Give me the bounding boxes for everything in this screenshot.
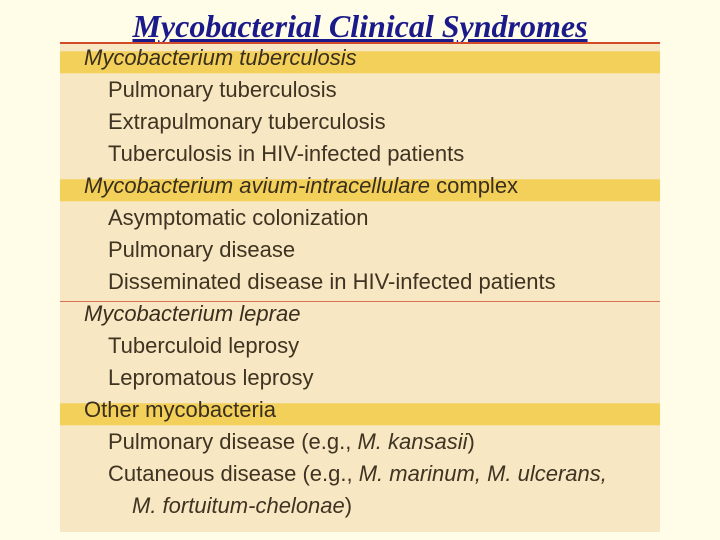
item-text: Lepromatous leprosy <box>108 365 313 390</box>
item-text: Disseminated disease in HIV-infected pat… <box>108 269 556 294</box>
section-heading: Mycobacterium avium-intracellulare compl… <box>60 170 660 202</box>
item-text: M. fortuitum-chelonae) <box>132 493 352 518</box>
list-item: Tuberculoid leprosy <box>60 330 660 362</box>
content-panel: Mycobacterium tuberculosis Pulmonary tube… <box>60 42 660 532</box>
section-heading: Mycobacterium tuberculosis <box>60 42 660 74</box>
heading-text: Mycobacterium leprae <box>84 301 300 326</box>
list-item: Extrapulmonary tuberculosis <box>60 106 660 138</box>
list-item: Pulmonary disease <box>60 234 660 266</box>
item-text: Cutaneous disease (e.g., M. marinum, M. … <box>108 461 607 486</box>
list-item: Cutaneous disease (e.g., M. marinum, M. … <box>60 458 660 490</box>
heading-suffix: complex <box>430 173 518 198</box>
item-text: Tuberculosis in HIV-infected patients <box>108 141 464 166</box>
item-text: Pulmonary disease (e.g., M. kansasii) <box>108 429 475 454</box>
list-item: Pulmonary disease (e.g., M. kansasii) <box>60 426 660 458</box>
section-heading: Other mycobacteria <box>60 394 660 426</box>
species-name: M. fortuitum-chelonae <box>132 493 345 518</box>
heading-text: Mycobacterium avium-intracellulare compl… <box>84 173 518 198</box>
heading-text: Mycobacterium tuberculosis <box>84 45 357 70</box>
item-text: Pulmonary tuberculosis <box>108 77 337 102</box>
section-heading: Mycobacterium leprae <box>60 298 660 330</box>
item-text: Pulmonary disease <box>108 237 295 262</box>
page-title: Mycobacterial Clinical Syndromes <box>0 0 720 45</box>
item-text: Tuberculoid leprosy <box>108 333 299 358</box>
heading-text: Other mycobacteria <box>84 397 276 422</box>
thin-red-rule <box>60 301 660 302</box>
species-name: M. marinum, M. ulcerans, <box>359 461 607 486</box>
species-name: M. kansasii <box>357 429 467 454</box>
list-item: Disseminated disease in HIV-infected pat… <box>60 266 660 298</box>
list-item: Asymptomatic colonization <box>60 202 660 234</box>
item-text: Extrapulmonary tuberculosis <box>108 109 386 134</box>
item-text: Asymptomatic colonization <box>108 205 368 230</box>
list-item: M. fortuitum-chelonae) <box>60 490 660 522</box>
list-item: Tuberculosis in HIV-infected patients <box>60 138 660 170</box>
list-item: Lepromatous leprosy <box>60 362 660 394</box>
list-item: Pulmonary tuberculosis <box>60 74 660 106</box>
title-text: Mycobacterial Clinical Syndromes <box>132 8 587 44</box>
